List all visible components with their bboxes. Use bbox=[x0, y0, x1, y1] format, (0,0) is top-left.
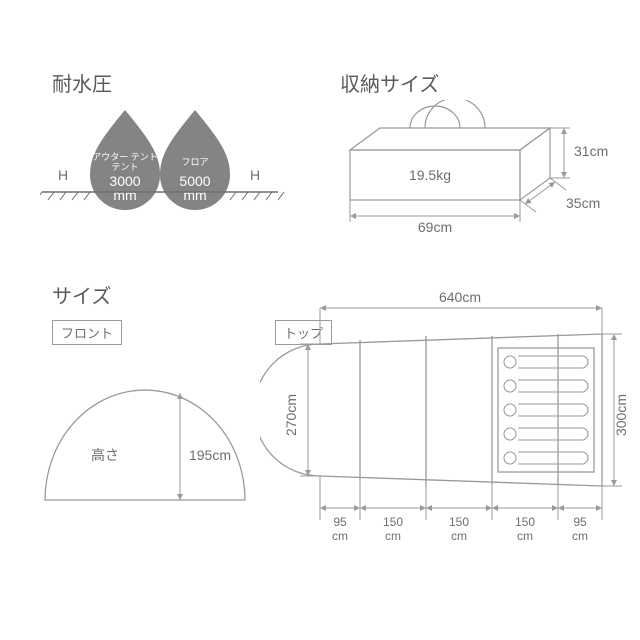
front-height-label: 高さ bbox=[91, 447, 119, 463]
top-view: 640cm 270cm 300cm bbox=[260, 290, 630, 570]
front-view: 高さ 195cm bbox=[35, 350, 255, 530]
storage-weight: 19.5kg bbox=[409, 167, 451, 183]
svg-text:cm: cm bbox=[385, 529, 401, 543]
h-right: H bbox=[250, 167, 260, 183]
svg-text:テント: テント bbox=[111, 162, 138, 172]
seg4: 150 bbox=[515, 515, 535, 529]
svg-text:150: 150 bbox=[449, 515, 469, 529]
svg-text:cm: cm bbox=[517, 529, 533, 543]
svg-text:cm: cm bbox=[332, 529, 348, 543]
drop2-unit: mm bbox=[183, 187, 206, 203]
h-left: H bbox=[58, 167, 68, 183]
storage-height: 31cm bbox=[574, 143, 608, 159]
seg3: 150 bbox=[449, 515, 469, 529]
storage-title: 収納サイズ bbox=[340, 68, 439, 97]
front-height-value: 195cm bbox=[189, 447, 231, 463]
svg-text:95: 95 bbox=[333, 515, 347, 529]
top-total-width: 640cm bbox=[439, 290, 481, 305]
svg-text:150: 150 bbox=[515, 515, 535, 529]
svg-text:cm: cm bbox=[572, 529, 588, 543]
svg-text:cm: cm bbox=[451, 529, 467, 543]
back-depth: 300cm bbox=[613, 394, 629, 436]
seg2: 150 bbox=[383, 515, 403, 529]
svg-text:150: 150 bbox=[383, 515, 403, 529]
storage-width: 69cm bbox=[418, 219, 452, 235]
seg5: 95 bbox=[573, 515, 587, 529]
front-label: フロント bbox=[52, 320, 122, 345]
svg-text:95: 95 bbox=[573, 515, 587, 529]
svg-text:アウター テント: アウター テント bbox=[92, 152, 158, 162]
drop2-label: フロア bbox=[181, 157, 208, 167]
storage-depth: 35cm bbox=[566, 195, 600, 211]
storage-diagram: 19.5kg 69cm 35cm 31cm bbox=[330, 100, 620, 250]
size-title: サイズ bbox=[52, 280, 111, 309]
seg1: 95 bbox=[333, 515, 347, 529]
waterpressure-title: 耐水圧 bbox=[52, 68, 112, 97]
front-depth: 270cm bbox=[283, 394, 299, 436]
drop1-label-l1: アウター テント bbox=[92, 152, 158, 162]
waterpressure-diagram: アウター テント テント 3000 mm フロア 5000 mm H H bbox=[40, 100, 290, 220]
drop1-unit: mm bbox=[113, 187, 136, 203]
